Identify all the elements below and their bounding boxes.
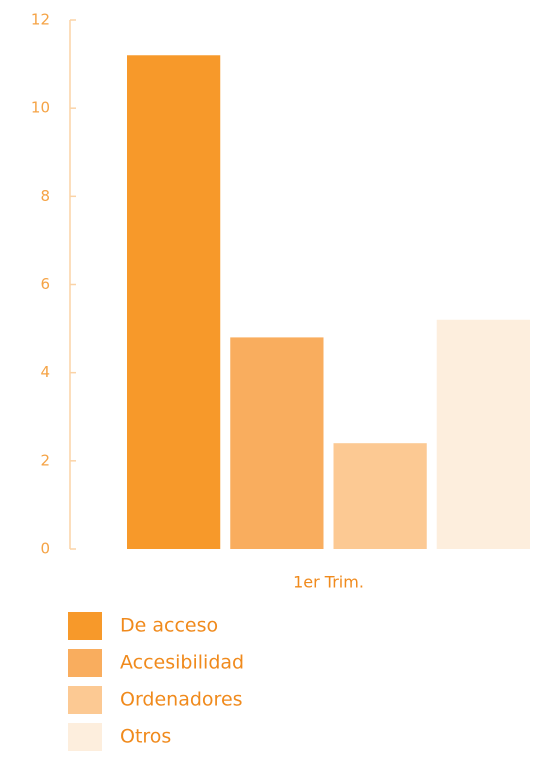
legend-swatch bbox=[68, 612, 102, 640]
legend-swatch bbox=[68, 686, 102, 714]
y-tick-label: 0 bbox=[40, 540, 50, 558]
y-tick-label: 6 bbox=[40, 275, 50, 293]
bar bbox=[230, 337, 324, 549]
y-tick-label: 4 bbox=[40, 363, 50, 381]
y-tick-label: 12 bbox=[31, 11, 50, 29]
bar bbox=[333, 443, 427, 549]
bar bbox=[436, 319, 530, 549]
legend-swatch bbox=[68, 723, 102, 751]
legend-label: Otros bbox=[120, 726, 171, 748]
y-tick-label: 8 bbox=[40, 187, 50, 205]
y-tick-label: 2 bbox=[40, 451, 50, 469]
legend-swatch bbox=[68, 649, 102, 677]
legend-label: De acceso bbox=[120, 615, 218, 637]
y-tick-label: 10 bbox=[31, 99, 50, 117]
legend-label: Accesibilidad bbox=[120, 652, 244, 674]
bar bbox=[127, 55, 221, 550]
x-tick-label: 1er Trim. bbox=[293, 573, 364, 592]
legend-label: Ordenadores bbox=[120, 689, 243, 711]
